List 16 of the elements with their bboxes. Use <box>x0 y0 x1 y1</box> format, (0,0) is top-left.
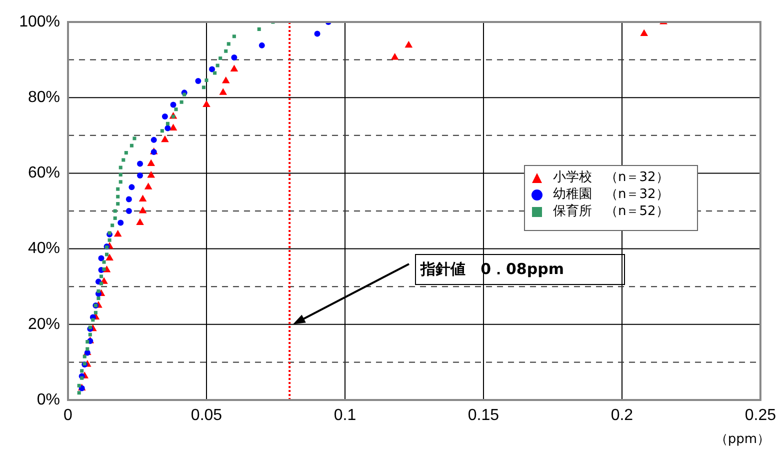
x-axis-title: （ppm） <box>714 431 770 448</box>
y-tick-label: 80% <box>28 89 60 106</box>
x-tick-label: 0.25 <box>744 407 776 424</box>
legend-label: 幼稚園 （n＝32） <box>553 186 669 203</box>
y-tick-label: 20% <box>28 316 60 333</box>
legend-label: 保育所 （n＝52） <box>553 203 669 220</box>
y-tick-label: 60% <box>28 164 60 182</box>
x-tick-label: 0 <box>64 407 73 424</box>
y-tick-label: 100% <box>19 13 60 30</box>
y-tick-label: 40% <box>28 240 60 258</box>
x-tick-label: 0.05 <box>190 407 222 424</box>
x-tick-label: 0.15 <box>468 407 500 424</box>
legend-label: 小学校 （n＝32） <box>553 169 669 186</box>
x-tick-label: 0.1 <box>334 407 356 424</box>
y-tick-label: 0% <box>36 391 60 408</box>
x-tick-label: 0.2 <box>610 407 634 424</box>
